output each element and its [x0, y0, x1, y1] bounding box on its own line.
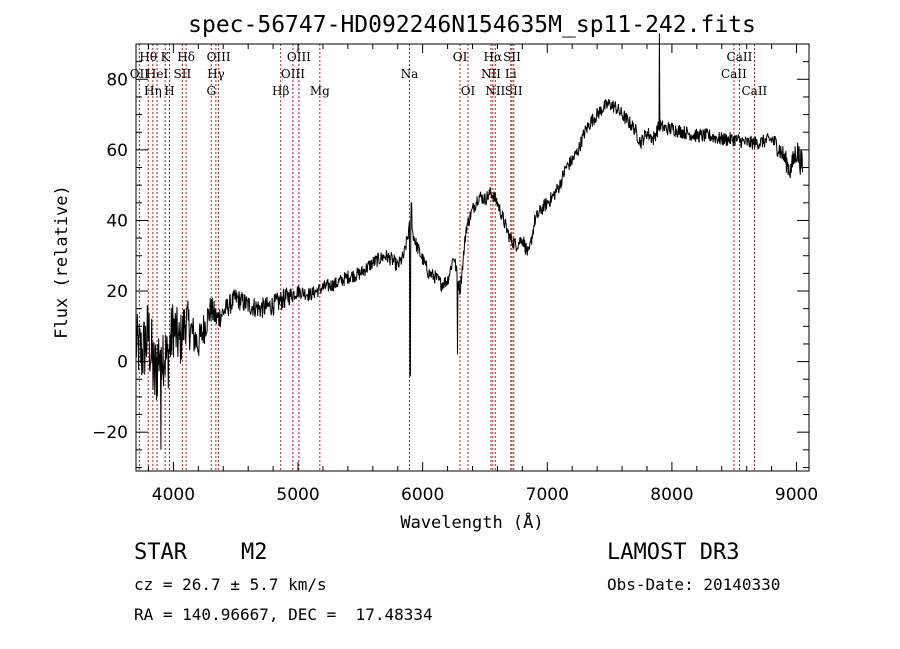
reference-line-label: Hδ: [177, 50, 195, 64]
reference-line-label: Hθ: [139, 50, 157, 64]
reference-line-label: Hβ: [272, 84, 289, 98]
reference-line-label: CaII: [727, 50, 753, 64]
chart-title: spec-56747-HD092246N154635M_sp11-242.fit…: [188, 12, 756, 38]
reference-line-label: Hη: [144, 84, 162, 98]
y-tick-label: 20: [106, 282, 128, 302]
x-axis-ticks: 4000 5000 6000 7000 8000 9000: [147, 44, 818, 505]
reference-line-label: NII: [481, 67, 501, 81]
reference-line-label: OIII: [281, 67, 305, 81]
reference-line-label: Hγ: [207, 67, 225, 81]
y-axis-ticks: −20 0 20 40 60 80: [92, 43, 809, 468]
reference-line-label: SII: [503, 50, 521, 64]
reference-line-label: HeI: [146, 67, 169, 81]
reference-line-label: OI: [461, 84, 476, 98]
object-class: STAR: [134, 540, 187, 565]
reference-lines: [138, 44, 755, 471]
reference-line-label: Li: [505, 67, 517, 81]
reference-line-label: H: [164, 84, 174, 98]
object-subclass: M2: [241, 540, 268, 565]
survey-name: LAMOST DR3: [607, 540, 740, 565]
reference-line-label: OII: [130, 67, 150, 81]
y-tick-label: 60: [106, 141, 128, 161]
y-tick-label: 40: [106, 211, 128, 231]
reference-line-label: Mg: [310, 84, 330, 98]
reference-line-label: Hα: [484, 50, 503, 64]
y-tick-label: −20: [92, 423, 128, 443]
observation-date: Obs-Date: 20140330: [607, 575, 781, 594]
reference-line-label: SII: [505, 84, 523, 98]
y-tick-label: 0: [117, 353, 128, 373]
x-tick-label: 5000: [276, 485, 319, 505]
reference-line-label: G: [206, 84, 216, 98]
flux-series-line: [135, 33, 803, 450]
y-axis-label: Flux (relative): [52, 185, 72, 339]
reference-line-label: K: [161, 50, 171, 64]
reference-line-label: NII: [485, 84, 505, 98]
reference-line-label: SII: [174, 67, 192, 81]
y-tick-label: 80: [106, 70, 128, 90]
x-axis-label: Wavelength (Å): [400, 511, 543, 533]
x-tick-label: 4000: [152, 485, 195, 505]
reference-line-label: OI: [453, 50, 468, 64]
x-tick-label: 8000: [650, 485, 693, 505]
reference-line-label: Na: [401, 67, 419, 81]
reference-line-label: OIII: [207, 50, 231, 64]
reference-line-label: CaII: [721, 67, 747, 81]
redshift-info: cz = 26.7 ± 5.7 km/s: [134, 575, 327, 594]
coordinates: RA = 140.96667, DEC = 17.48334: [134, 605, 433, 624]
x-tick-label: 6000: [401, 485, 444, 505]
x-tick-label: 9000: [775, 485, 818, 505]
reference-line-label: OIII: [287, 50, 311, 64]
reference-line-label: CaII: [741, 84, 767, 98]
reference-line-labels: OIIHθHηHeIKHSIIHδGHγOIIIHβOIIIOIIIMgNaOI…: [130, 50, 768, 98]
x-tick-label: 7000: [526, 485, 569, 505]
plot-frame: [135, 43, 810, 472]
